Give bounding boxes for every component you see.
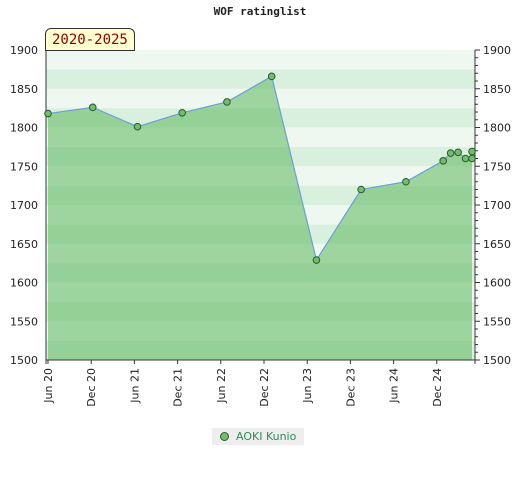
y-tick-label-left: 1850 bbox=[10, 83, 38, 96]
data-point bbox=[178, 108, 187, 117]
y-tick-label-left: 1550 bbox=[10, 315, 38, 328]
data-point bbox=[468, 154, 476, 163]
y-tick-label-left: 1900 bbox=[10, 44, 38, 57]
x-tick-label: Jun 24 bbox=[388, 368, 401, 404]
y-tick-label-left: 1600 bbox=[10, 277, 38, 290]
data-point bbox=[267, 72, 276, 81]
y-tick-label-right: 1500 bbox=[483, 354, 511, 367]
background-band bbox=[46, 69, 475, 89]
y-tick-label-right: 1850 bbox=[483, 83, 511, 96]
x-tick-label: Dec 24 bbox=[431, 368, 444, 407]
x-tick-label: Dec 22 bbox=[258, 368, 271, 407]
data-point bbox=[44, 109, 52, 118]
y-tick-label-right: 1700 bbox=[483, 199, 511, 212]
data-point bbox=[88, 103, 97, 112]
data-point bbox=[312, 256, 321, 264]
y-tick-label-right: 1800 bbox=[483, 122, 511, 135]
y-tick-label-right: 1750 bbox=[483, 160, 511, 173]
data-point bbox=[402, 177, 410, 186]
period-badge: 2020-2025 bbox=[45, 28, 135, 51]
data-point bbox=[454, 148, 462, 157]
y-tick-label-left: 1750 bbox=[10, 160, 38, 173]
x-tick-label: Jun 20 bbox=[42, 368, 55, 404]
y-tick-label-right: 1900 bbox=[483, 44, 511, 57]
y-tick-label-right: 1650 bbox=[483, 238, 511, 251]
x-tick-label: Dec 21 bbox=[172, 368, 185, 407]
data-point bbox=[357, 185, 365, 194]
data-point bbox=[133, 122, 142, 131]
legend-marker bbox=[220, 432, 229, 441]
y-tick-label-right: 1550 bbox=[483, 315, 511, 328]
series-area bbox=[48, 76, 472, 360]
x-tick-label: Jun 22 bbox=[215, 368, 228, 404]
data-point bbox=[446, 149, 455, 157]
legend-label: AOKI Kunio bbox=[236, 430, 297, 443]
chart-title: WOF ratinglist bbox=[213, 5, 307, 18]
x-tick-label: Dec 23 bbox=[344, 368, 357, 407]
x-tick-label: Jun 23 bbox=[301, 368, 314, 404]
legend[interactable]: AOKI Kunio bbox=[212, 428, 305, 445]
background-band bbox=[46, 50, 475, 70]
data-point bbox=[468, 147, 476, 156]
y-tick-label-left: 1500 bbox=[10, 354, 38, 367]
y-tick-label-right: 1600 bbox=[483, 277, 511, 290]
y-tick-label-left: 1800 bbox=[10, 122, 38, 135]
y-tick-label-left: 1700 bbox=[10, 199, 38, 212]
y-tick-label-left: 1650 bbox=[10, 238, 38, 251]
x-tick-label: Dec 20 bbox=[85, 368, 98, 407]
data-point bbox=[439, 157, 447, 165]
data-point bbox=[223, 98, 231, 106]
x-tick-label: Jun 21 bbox=[128, 368, 141, 404]
data-point bbox=[461, 154, 470, 163]
